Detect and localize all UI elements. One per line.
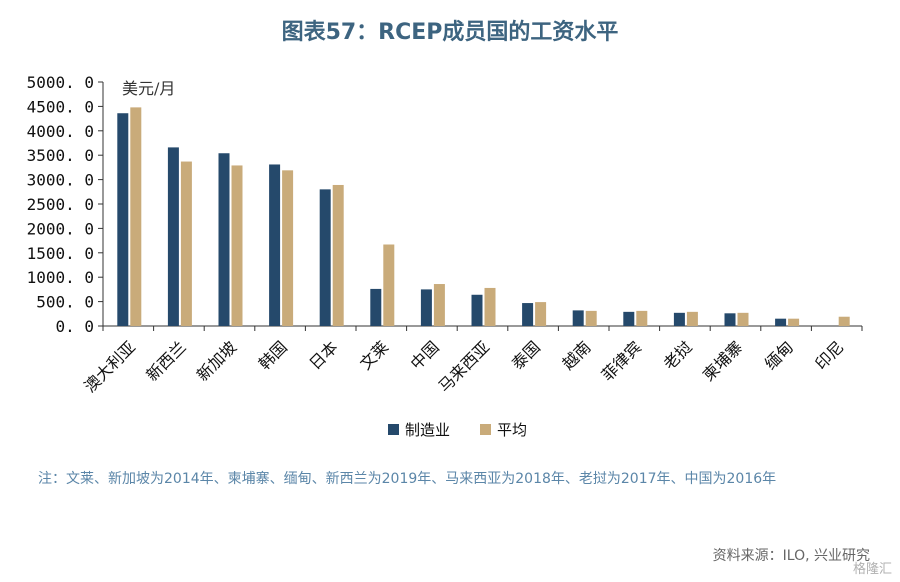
bar-average: [636, 310, 648, 326]
bar-average: [838, 316, 850, 326]
bar-average: [433, 284, 445, 326]
x-tick-label: 菲律宾: [598, 337, 645, 384]
bar-manufacturing: [370, 288, 382, 326]
bar-manufacturing: [522, 303, 534, 326]
bar-average: [332, 184, 344, 326]
watermark: 格隆汇: [852, 562, 892, 577]
bar-manufacturing: [167, 147, 179, 326]
x-tick-label: 柬埔寨: [699, 337, 746, 384]
y-tick-label: 3500. 0: [27, 146, 94, 165]
bars: [117, 107, 850, 327]
y-tick-label: 4500. 0: [27, 97, 94, 116]
y-tick-label: 4000. 0: [27, 122, 94, 141]
source-text: 资料来源：ILO, 兴业研究: [712, 548, 870, 564]
bar-manufacturing: [673, 312, 685, 326]
x-tick-label: 马来西亚: [435, 337, 494, 396]
bar-average: [130, 107, 142, 326]
bar-manufacturing: [269, 164, 281, 326]
bar-average: [737, 312, 749, 326]
x-tick-label: 泰国: [508, 337, 544, 373]
bar-average: [383, 244, 395, 326]
y-tick-label: 1000. 0: [27, 268, 94, 287]
bar-average: [788, 318, 800, 326]
legend-label: 平均: [497, 421, 527, 439]
legend: 制造业 平均: [388, 421, 527, 439]
unit-label: 美元/月: [122, 79, 175, 98]
y-axis: 5000. 0 4500. 0 4000. 0 3500. 0 3000. 0 2500.…: [27, 73, 176, 336]
bar-manufacturing: [420, 289, 432, 326]
x-tick-label: 新加坡: [193, 337, 240, 384]
bar-average: [180, 161, 192, 326]
bar-manufacturing: [572, 310, 584, 326]
x-tick-label: 韩国: [255, 337, 291, 373]
bar-average: [282, 170, 294, 326]
bar-manufacturing: [623, 311, 635, 326]
bar-average: [484, 287, 496, 326]
bar-manufacturing: [319, 189, 331, 326]
x-tick-label: 老挝: [660, 337, 696, 373]
bar-average: [535, 302, 547, 326]
footnote: 注：文莱、新加坡为2014年、柬埔寨、缅甸、新西兰为2019年、马来西亚为201…: [38, 471, 777, 487]
x-tick-label: 文莱: [356, 337, 392, 373]
y-tick-label: 2000. 0: [27, 219, 94, 238]
y-tick-label: 3000. 0: [27, 171, 94, 190]
bar-average: [231, 165, 243, 326]
bar-chart: 5000. 0 4500. 0 4000. 0 3500. 0 3000. 0 2500.…: [27, 73, 863, 439]
y-tick-label: 1500. 0: [27, 244, 94, 263]
bar-average: [686, 311, 698, 326]
legend-swatch: [480, 424, 491, 435]
bar-manufacturing: [117, 113, 129, 327]
bar-manufacturing: [724, 313, 736, 326]
bar-manufacturing: [218, 153, 230, 326]
bar-manufacturing: [471, 294, 483, 326]
x-tick-label: 澳大利亚: [80, 337, 139, 396]
x-tick-label: 中国: [407, 337, 443, 373]
y-tick-label: 0. 0: [55, 317, 94, 336]
x-tick-label: 越南: [558, 337, 594, 373]
legend-swatch: [388, 424, 399, 435]
chart-title: 图表57：RCEP成员国的工资水平: [281, 20, 619, 45]
y-tick-label: 500. 0: [36, 293, 94, 312]
y-tick-label: 5000. 0: [27, 73, 94, 92]
legend-label: 制造业: [405, 421, 450, 439]
bar-manufacturing: [775, 318, 787, 326]
x-tick-label: 缅甸: [761, 337, 797, 373]
bar-average: [585, 310, 597, 326]
x-tick-label: 新西兰: [142, 337, 189, 384]
x-tick-label: 日本: [305, 337, 341, 373]
x-tick-label: 印尼: [811, 337, 847, 373]
y-tick-label: 2500. 0: [27, 195, 94, 214]
